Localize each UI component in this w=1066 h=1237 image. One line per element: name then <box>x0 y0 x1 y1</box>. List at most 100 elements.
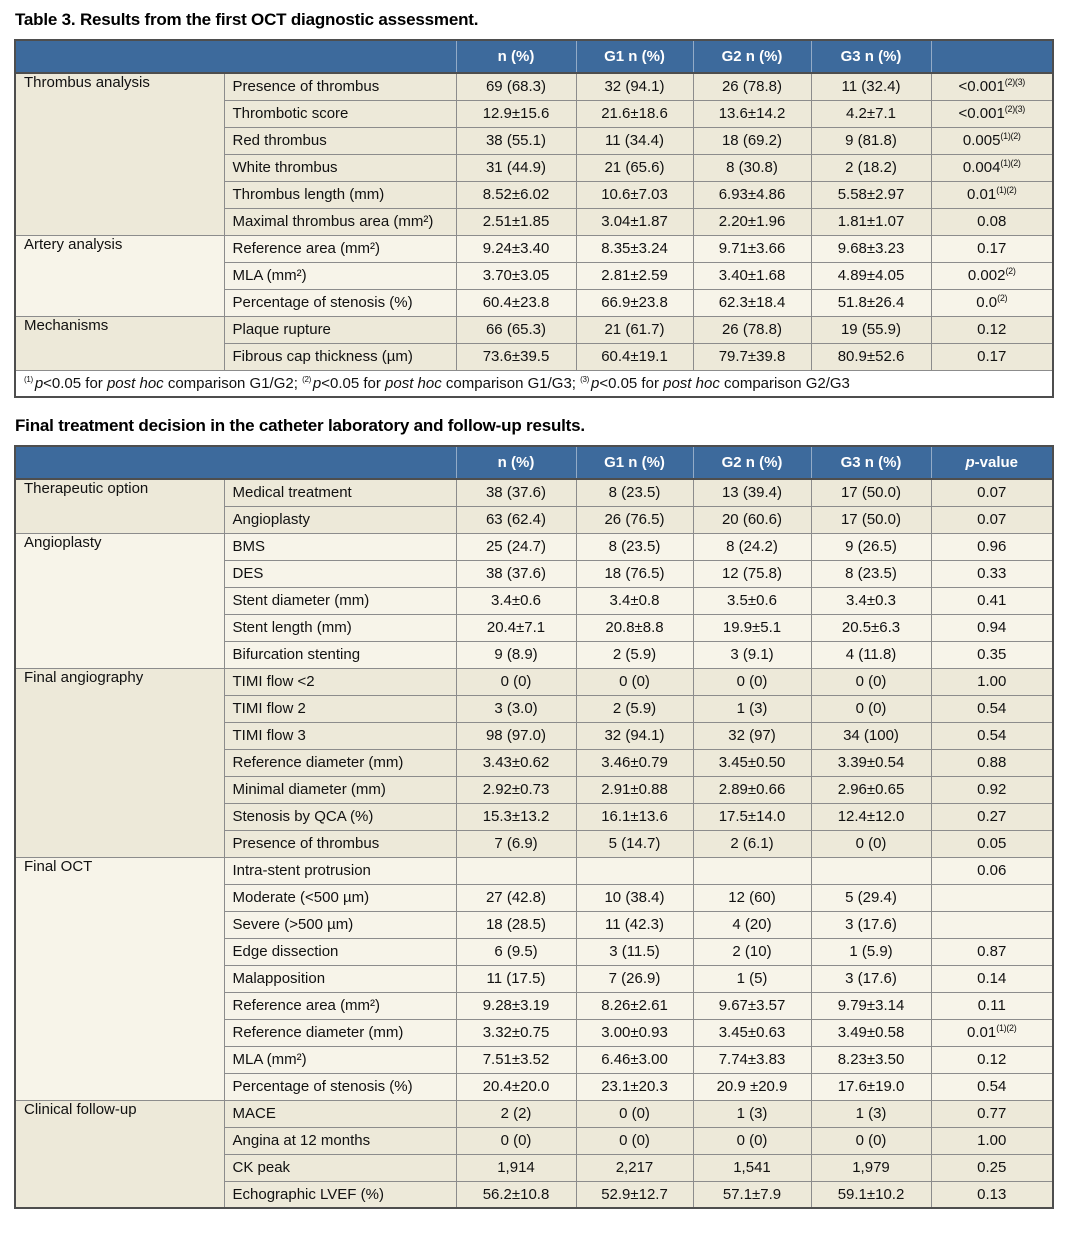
value-cell: 6.46±3.00 <box>575 1045 694 1074</box>
table-row: CK peak 1,914 2,217 1,541 1,979 0.25 <box>15 1153 1054 1182</box>
value-cell: 3.45±0.63 <box>692 1018 812 1047</box>
p-value-cell: 0.54 <box>930 1072 1054 1101</box>
table-row: Echographic LVEF (%) 56.2±10.8 52.9±12.7 57… <box>15 1180 1054 1209</box>
table-row: Reference diameter (mm) 3.32±0.75 3.00±0.9… <box>15 1018 1054 1047</box>
value-cell: 38 (37.6) <box>455 559 577 588</box>
p-value-cell: 0.33 <box>930 559 1054 588</box>
p-value-cell: 0.05 <box>930 829 1054 858</box>
p-value-cell: 0.41 <box>930 586 1054 615</box>
value-cell: 18 (69.2) <box>692 126 812 155</box>
row-label: White thrombus <box>223 153 457 182</box>
p-value-cell: 0.14 <box>930 964 1054 993</box>
table-row: Stent diameter (mm) 3.4±0.6 3.4±0.8 3.5±0.6… <box>15 586 1054 615</box>
value-cell: 2,217 <box>575 1153 694 1182</box>
footnote-text: (1) p<0.05 for post hoc comparison G1/G2… <box>14 369 1054 398</box>
value-cell: 98 (97.0) <box>455 721 577 750</box>
value-cell: 17 (50.0) <box>810 505 932 534</box>
p-value-cell: 0.08 <box>930 207 1054 236</box>
value-cell: 11 (17.5) <box>455 964 577 993</box>
row-label: Presence of thrombus <box>223 829 457 858</box>
value-cell: 79.7±39.8 <box>692 342 812 371</box>
value-cell: 32 (94.1) <box>575 721 694 750</box>
value-cell <box>575 856 694 885</box>
p-value-cell: 0.17 <box>930 234 1054 263</box>
value-cell <box>810 856 932 885</box>
value-cell: 0 (0) <box>575 1126 694 1155</box>
value-cell: 8.26±2.61 <box>575 991 694 1020</box>
value-cell: 2.51±1.85 <box>455 207 577 236</box>
value-cell: 19.9±5.1 <box>692 613 812 642</box>
category-cell: Thrombus analysis <box>14 72 225 236</box>
value-cell: 3.04±1.87 <box>575 207 694 236</box>
column-header: n (%) <box>455 40 576 74</box>
p-value-cell: 0.54 <box>930 721 1054 750</box>
value-cell: 5 (29.4) <box>810 883 932 912</box>
p-value-cell: 0.54 <box>930 694 1054 723</box>
value-cell: 69 (68.3) <box>455 72 577 101</box>
table-row: Artery analysis Reference area (mm²) 9.24±… <box>14 234 1054 317</box>
value-cell: 6 (9.5) <box>455 937 577 966</box>
p-value-cell: 0.27 <box>930 802 1054 831</box>
category-cell: Clinical follow-up <box>14 1099 225 1209</box>
table-2-title: Final treatment decision in the catheter… <box>15 416 585 435</box>
value-cell: 12 (60) <box>692 883 812 912</box>
value-cell: 0 (0) <box>692 1126 812 1155</box>
value-cell: 18 (76.5) <box>575 559 694 588</box>
value-cell <box>455 856 577 885</box>
value-cell: 3.43±0.62 <box>455 748 577 777</box>
value-cell: 8.52±6.02 <box>455 180 577 209</box>
table-row: Severe (>500 µm) 18 (28.5) 11 (42.3) 4 (20)… <box>15 910 1054 939</box>
value-cell: 23.1±20.3 <box>575 1072 694 1101</box>
value-cell: 66.9±23.8 <box>575 288 694 317</box>
value-cell: 1,979 <box>810 1153 932 1182</box>
value-cell: 2 (10) <box>692 937 812 966</box>
value-cell: 3.45±0.50 <box>692 748 812 777</box>
column-header: G2 n (%) <box>692 40 811 74</box>
column-header: p-value <box>930 446 1053 480</box>
value-cell: 3.40±1.68 <box>692 261 812 290</box>
value-cell: 0 (0) <box>810 829 932 858</box>
value-cell: 3 (17.6) <box>810 964 932 993</box>
value-cell: 0 (0) <box>455 667 577 696</box>
row-label: CK peak <box>223 1153 457 1182</box>
p-value-cell: 0.12 <box>930 1045 1054 1074</box>
row-label: Moderate (<500 µm) <box>223 883 457 912</box>
table-row: Thrombus analysis Presence of thrombus 69 … <box>14 72 1054 236</box>
value-cell: 20 (60.6) <box>692 505 812 534</box>
column-header <box>930 40 1053 74</box>
value-cell: 1 (5.9) <box>810 937 932 966</box>
p-value-cell: 0.0(2) <box>930 288 1054 317</box>
value-cell: 20.9 ±20.9 <box>692 1072 812 1101</box>
p-value-cell <box>930 883 1054 912</box>
column-header: n (%) <box>455 446 576 480</box>
value-cell: 8.35±3.24 <box>575 234 694 263</box>
value-cell: 7.74±3.83 <box>692 1045 812 1074</box>
column-header: G1 n (%) <box>575 446 693 480</box>
p-value-cell: 0.01(1)(2) <box>930 180 1054 209</box>
value-cell: 7 (26.9) <box>575 964 694 993</box>
row-label: DES <box>223 559 457 588</box>
value-cell: 26 (78.8) <box>692 315 812 344</box>
table-row: MLA (mm²) 3.70±3.05 2.81±2.59 3.40±1.68 4.89… <box>15 261 1054 290</box>
value-cell: 2.91±0.88 <box>575 775 694 804</box>
row-label: Edge dissection <box>223 937 457 966</box>
table-row: Stent length (mm) 20.4±7.1 20.8±8.8 19.9±5.… <box>15 613 1054 642</box>
value-cell: 34 (100) <box>810 721 932 750</box>
value-cell: 2 (18.2) <box>810 153 932 182</box>
p-value-cell: 0.12 <box>930 315 1054 344</box>
p-value-cell: 0.002(2) <box>930 261 1054 290</box>
row-label: Stenosis by QCA (%) <box>223 802 457 831</box>
value-cell: 3.39±0.54 <box>810 748 932 777</box>
table-row: Thrombus length (mm) 8.52±6.02 10.6±7.03 6.… <box>15 180 1054 209</box>
value-cell: 17.6±19.0 <box>810 1072 932 1101</box>
value-cell: 51.8±26.4 <box>810 288 932 317</box>
value-cell: 6.93±4.86 <box>692 180 812 209</box>
row-label: Angioplasty <box>223 505 457 534</box>
row-label: Red thrombus <box>223 126 457 155</box>
value-cell: 31 (44.9) <box>455 153 577 182</box>
category-cell: Final OCT <box>14 856 225 1101</box>
value-cell: 8.23±3.50 <box>810 1045 932 1074</box>
table-row: MLA (mm²) 7.51±3.52 6.46±3.00 7.74±3.83 8.23… <box>15 1045 1054 1074</box>
value-cell: 2 (6.1) <box>692 829 812 858</box>
value-cell: 3 (3.0) <box>455 694 577 723</box>
